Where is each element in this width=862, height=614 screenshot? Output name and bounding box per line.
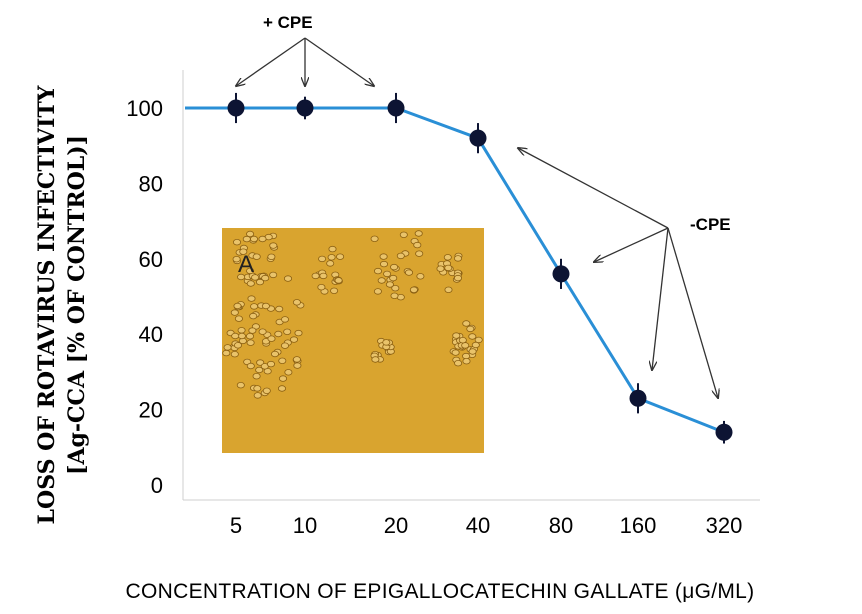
- x-tick-label: 160: [620, 513, 657, 538]
- series-line: [185, 106, 725, 434]
- minus-cpe-arrows: [518, 148, 718, 398]
- x-tick-label: 40: [466, 513, 490, 538]
- y-tick-label: 100: [126, 96, 163, 121]
- x-ticks: 5 10 20 40 80 160 320: [230, 513, 742, 538]
- data-point: [227, 99, 245, 117]
- plus-cpe-arrows: [236, 37, 374, 86]
- x-tick-label: 80: [549, 513, 573, 538]
- x-tick-label: 320: [706, 513, 743, 538]
- y-tick-label: 80: [139, 171, 163, 196]
- inset-label: A: [238, 251, 254, 278]
- data-point: [469, 129, 487, 147]
- y-tick-label: 0: [151, 473, 163, 498]
- x-axis-title: CONCENTRATION OF EPIGALLOCATECHIN GALLAT…: [126, 580, 755, 603]
- data-point: [296, 99, 314, 117]
- data-point: [387, 99, 405, 117]
- x-tick-label: 10: [293, 513, 317, 538]
- data-point: [715, 423, 733, 441]
- y-ticks: 0 20 40 60 80 100: [126, 96, 163, 498]
- y-tick-label: 20: [139, 398, 163, 423]
- data-point: [552, 265, 570, 283]
- y-tick-label: 40: [139, 322, 163, 347]
- y-axis-title-line2: [Ag-CCA [% OF CONTROL)]: [64, 135, 90, 475]
- plus-cpe-annotation: + CPE: [263, 13, 313, 32]
- x-tick-label: 20: [384, 513, 408, 538]
- series: [185, 92, 733, 444]
- data-point: [629, 389, 647, 407]
- x-tick-label: 5: [230, 513, 242, 538]
- y-axis-title-line1: LOSS OF ROTAVIRUS INFECTIVITY: [34, 85, 60, 524]
- inset-image: A: [222, 228, 484, 453]
- y-tick-label: 60: [139, 247, 163, 272]
- minus-cpe-annotation: -CPE: [690, 215, 731, 234]
